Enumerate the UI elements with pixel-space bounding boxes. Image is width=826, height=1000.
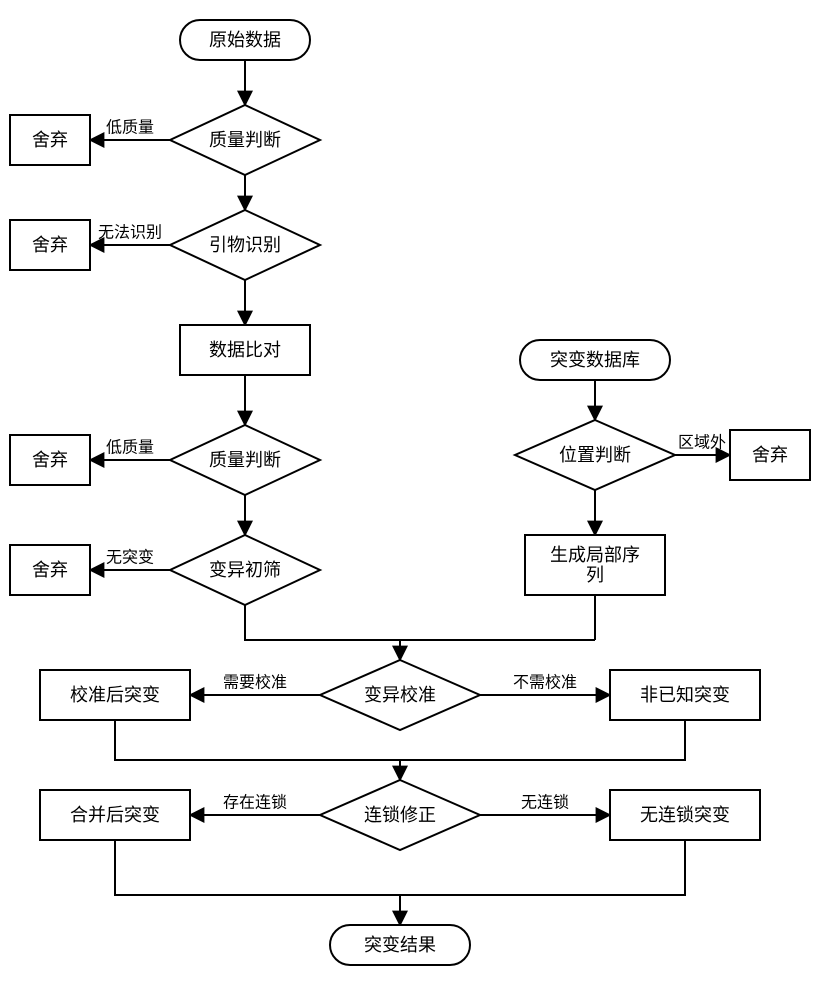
node-label: 连锁修正 [364,805,436,825]
node-label: 质量判断 [209,130,281,150]
edge-label: 不需校准 [513,674,577,692]
node-label: 突变结果 [364,935,436,955]
edge-label: 低质量 [106,119,154,137]
edge [115,840,400,895]
node-label: 非已知突变 [640,685,730,705]
edge-label: 无法识别 [98,224,162,242]
node-label: 引物识别 [209,235,281,255]
edge-label: 无连锁 [521,794,569,812]
node-label: 位置判断 [559,445,631,465]
node-label: 变异初筛 [209,560,281,580]
node-label: 舍弃 [32,130,68,150]
node-label: 变异校准 [364,685,436,705]
node-label: 生成局部序 [550,545,640,565]
node-label: 合并后突变 [70,805,160,825]
node-label: 舍弃 [752,445,788,465]
flowchart-canvas: 低质量无法识别低质量无突变区域外需要校准不需校准存在连锁无连锁原始数据质量判断舍… [0,0,826,1000]
node-label: 舍弃 [32,235,68,255]
edge [400,840,685,895]
edge-label: 存在连锁 [223,794,287,812]
node-label: 校准后突变 [70,685,160,705]
edge-label: 无突变 [106,549,154,567]
edge-label: 低质量 [106,439,154,457]
node-label: 无连锁突变 [640,805,730,825]
node-label: 列 [586,565,604,585]
node-label: 质量判断 [209,450,281,470]
node-label: 原始数据 [209,30,281,50]
edge [245,605,595,640]
node-label: 数据比对 [209,340,281,360]
node-label: 舍弃 [32,450,68,470]
edge-label: 区域外 [678,434,726,452]
edge [400,720,685,760]
node-label: 突变数据库 [550,350,640,370]
node-label: 舍弃 [32,560,68,580]
edge-label: 需要校准 [223,674,287,692]
edge [115,720,400,760]
